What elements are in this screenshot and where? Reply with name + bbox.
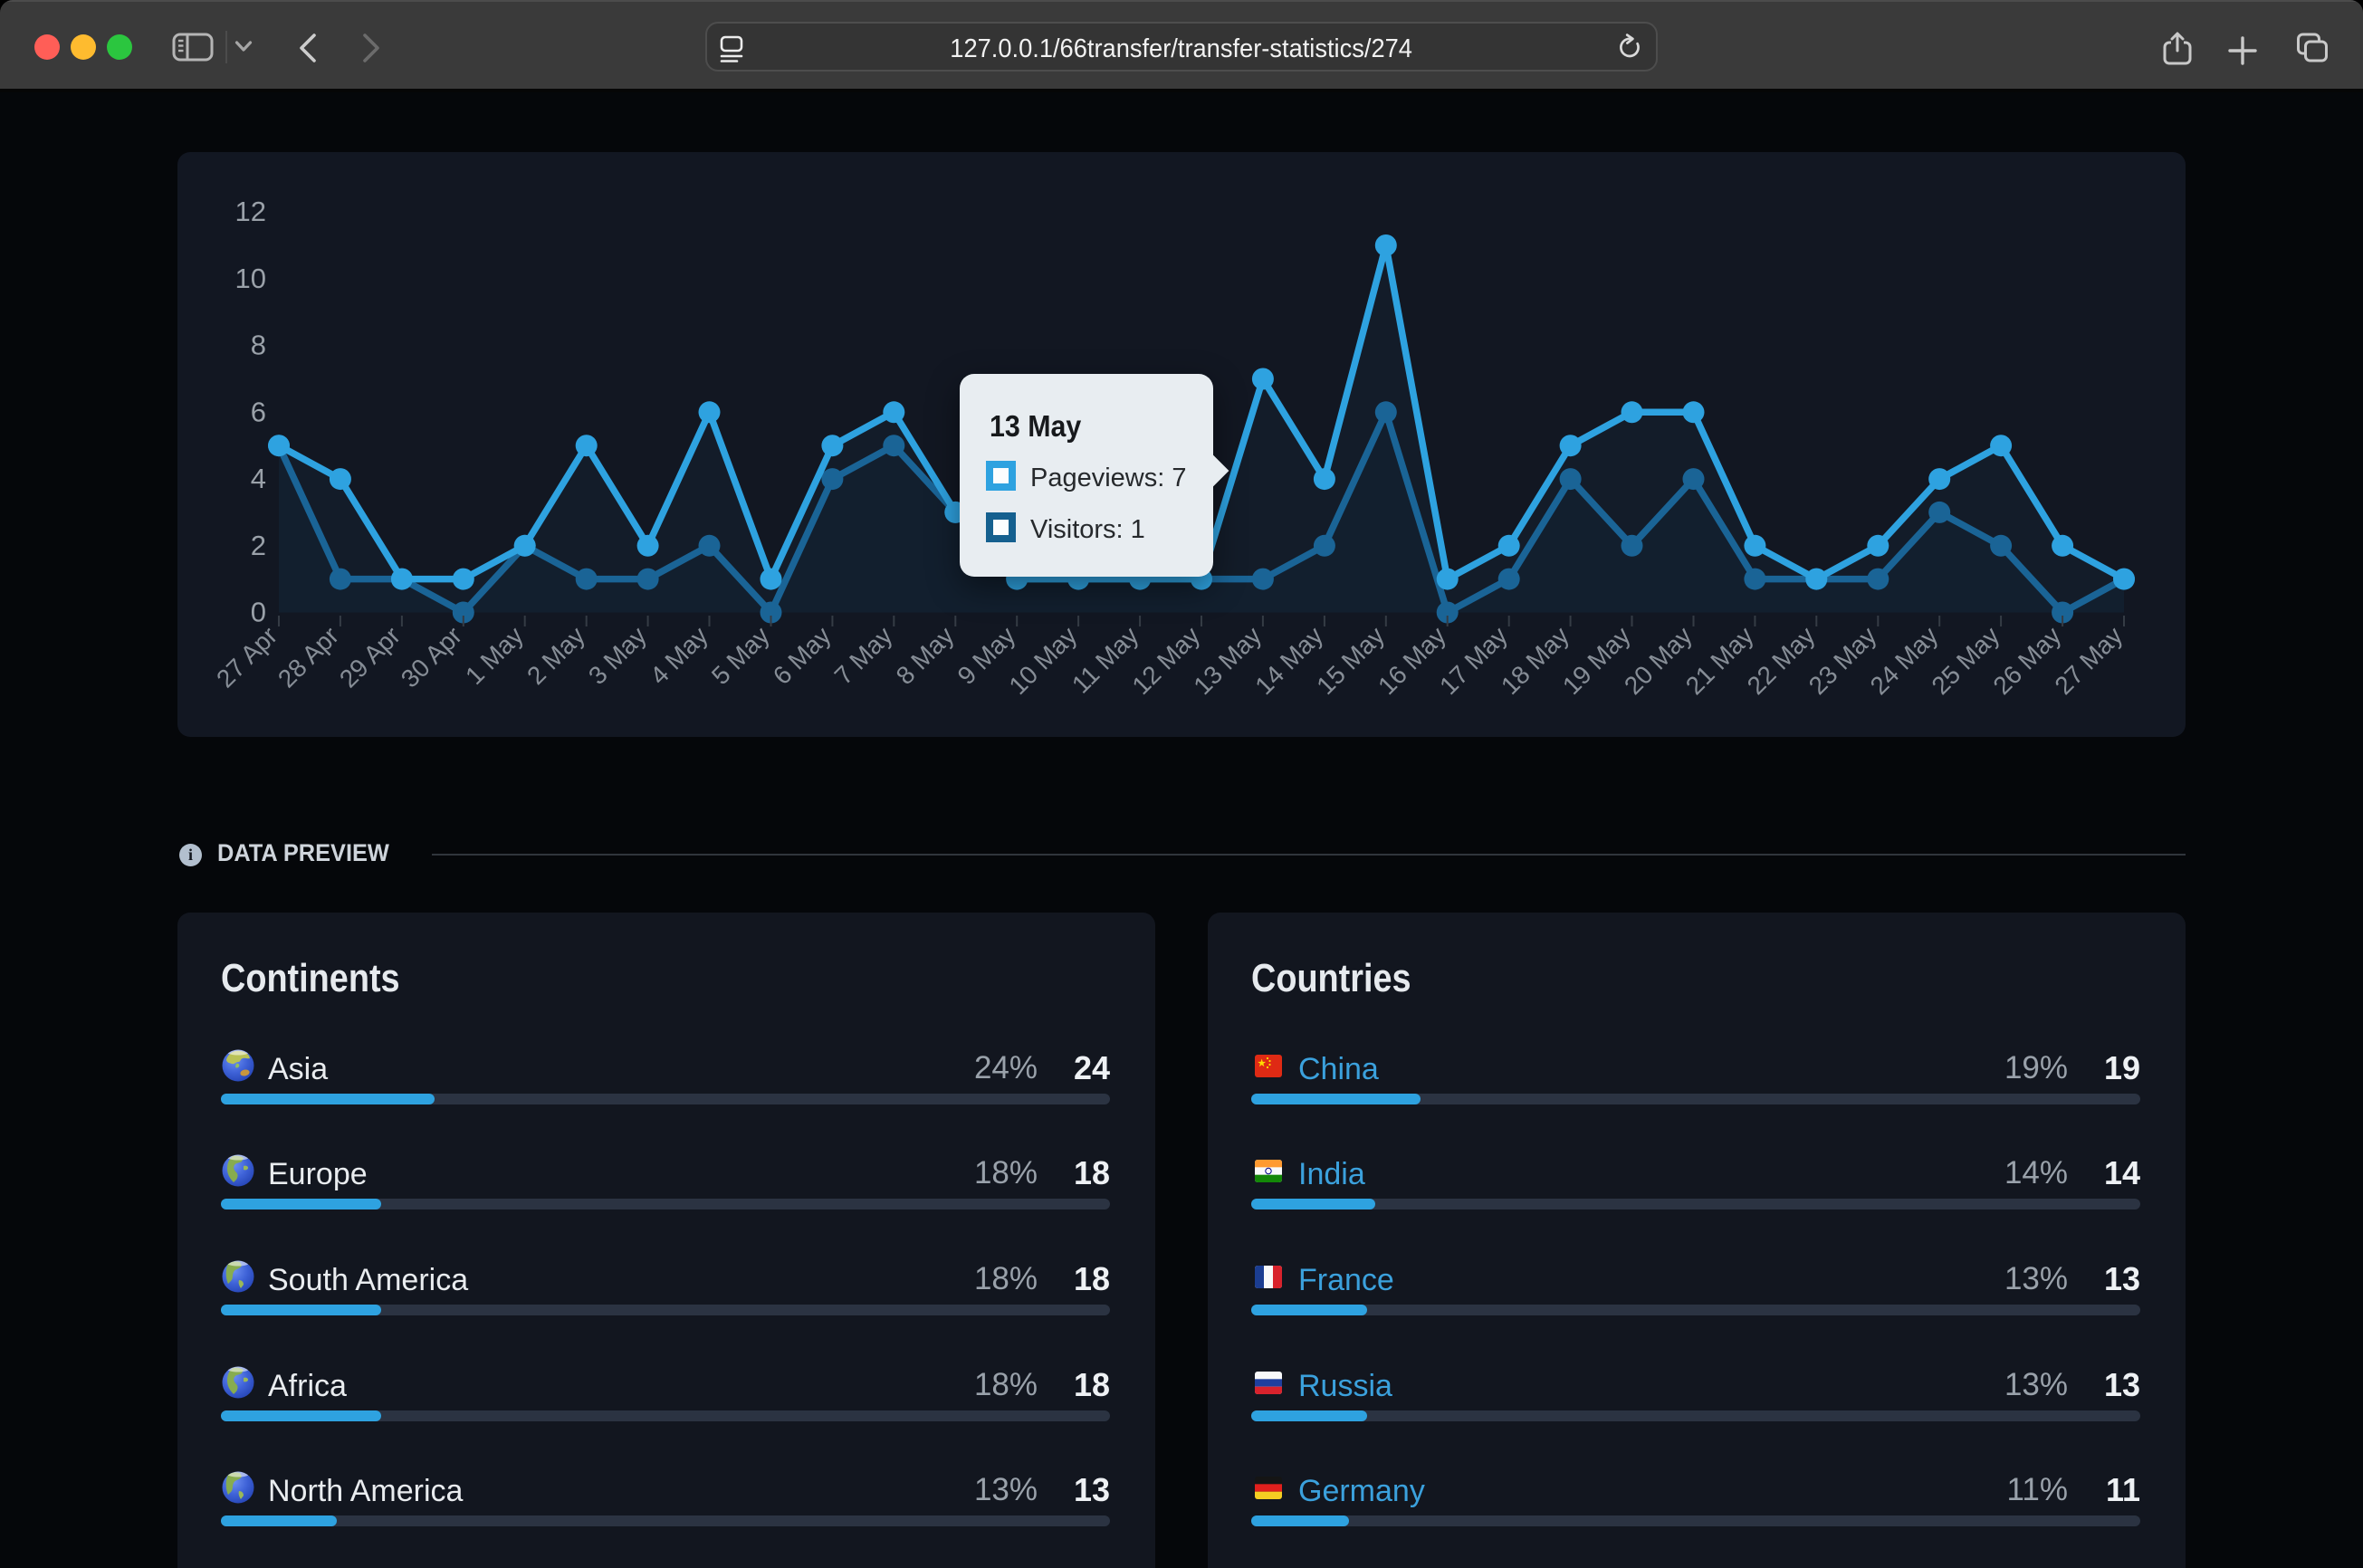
svg-text:26 May: 26 May <box>1987 621 2066 700</box>
svg-text:15 May: 15 May <box>1311 621 1390 700</box>
svg-text:23 May: 23 May <box>1803 621 1882 700</box>
svg-text:7 May: 7 May <box>829 621 898 690</box>
svg-text:6: 6 <box>251 396 266 427</box>
svg-text:6 May: 6 May <box>768 621 837 690</box>
svg-text:22 May: 22 May <box>1742 621 1821 700</box>
svg-text:5 May: 5 May <box>706 621 775 690</box>
svg-text:13 May: 13 May <box>1188 621 1267 700</box>
svg-text:20 May: 20 May <box>1619 621 1698 700</box>
svg-text:30 Apr: 30 Apr <box>396 621 467 693</box>
svg-text:2 May: 2 May <box>521 621 590 690</box>
svg-text:8 May: 8 May <box>891 621 960 690</box>
svg-text:29 Apr: 29 Apr <box>334 621 406 693</box>
svg-text:11 May: 11 May <box>1067 621 1143 698</box>
svg-text:27 Apr: 27 Apr <box>211 621 282 693</box>
svg-text:17 May: 17 May <box>1434 621 1513 700</box>
svg-text:14 May: 14 May <box>1249 621 1328 700</box>
svg-text:12: 12 <box>235 196 266 227</box>
svg-text:12 May: 12 May <box>1126 621 1205 700</box>
svg-text:1 May: 1 May <box>460 621 529 690</box>
svg-text:16 May: 16 May <box>1373 621 1451 700</box>
svg-text:10: 10 <box>235 263 266 294</box>
svg-text:4 May: 4 May <box>645 621 713 690</box>
svg-text:2: 2 <box>251 530 266 561</box>
svg-text:19 May: 19 May <box>1557 621 1636 700</box>
svg-text:10 May: 10 May <box>1003 621 1082 700</box>
svg-text:27 May: 27 May <box>2049 621 2128 700</box>
svg-text:28 Apr: 28 Apr <box>273 621 344 693</box>
svg-text:0: 0 <box>251 597 266 628</box>
svg-text:4: 4 <box>251 463 266 494</box>
svg-text:21 May: 21 May <box>1680 621 1759 700</box>
svg-text:8: 8 <box>251 330 266 361</box>
svg-text:3 May: 3 May <box>583 621 652 690</box>
svg-text:24 May: 24 May <box>1865 621 1944 700</box>
svg-text:25 May: 25 May <box>1926 621 2004 700</box>
svg-text:18 May: 18 May <box>1496 621 1574 700</box>
